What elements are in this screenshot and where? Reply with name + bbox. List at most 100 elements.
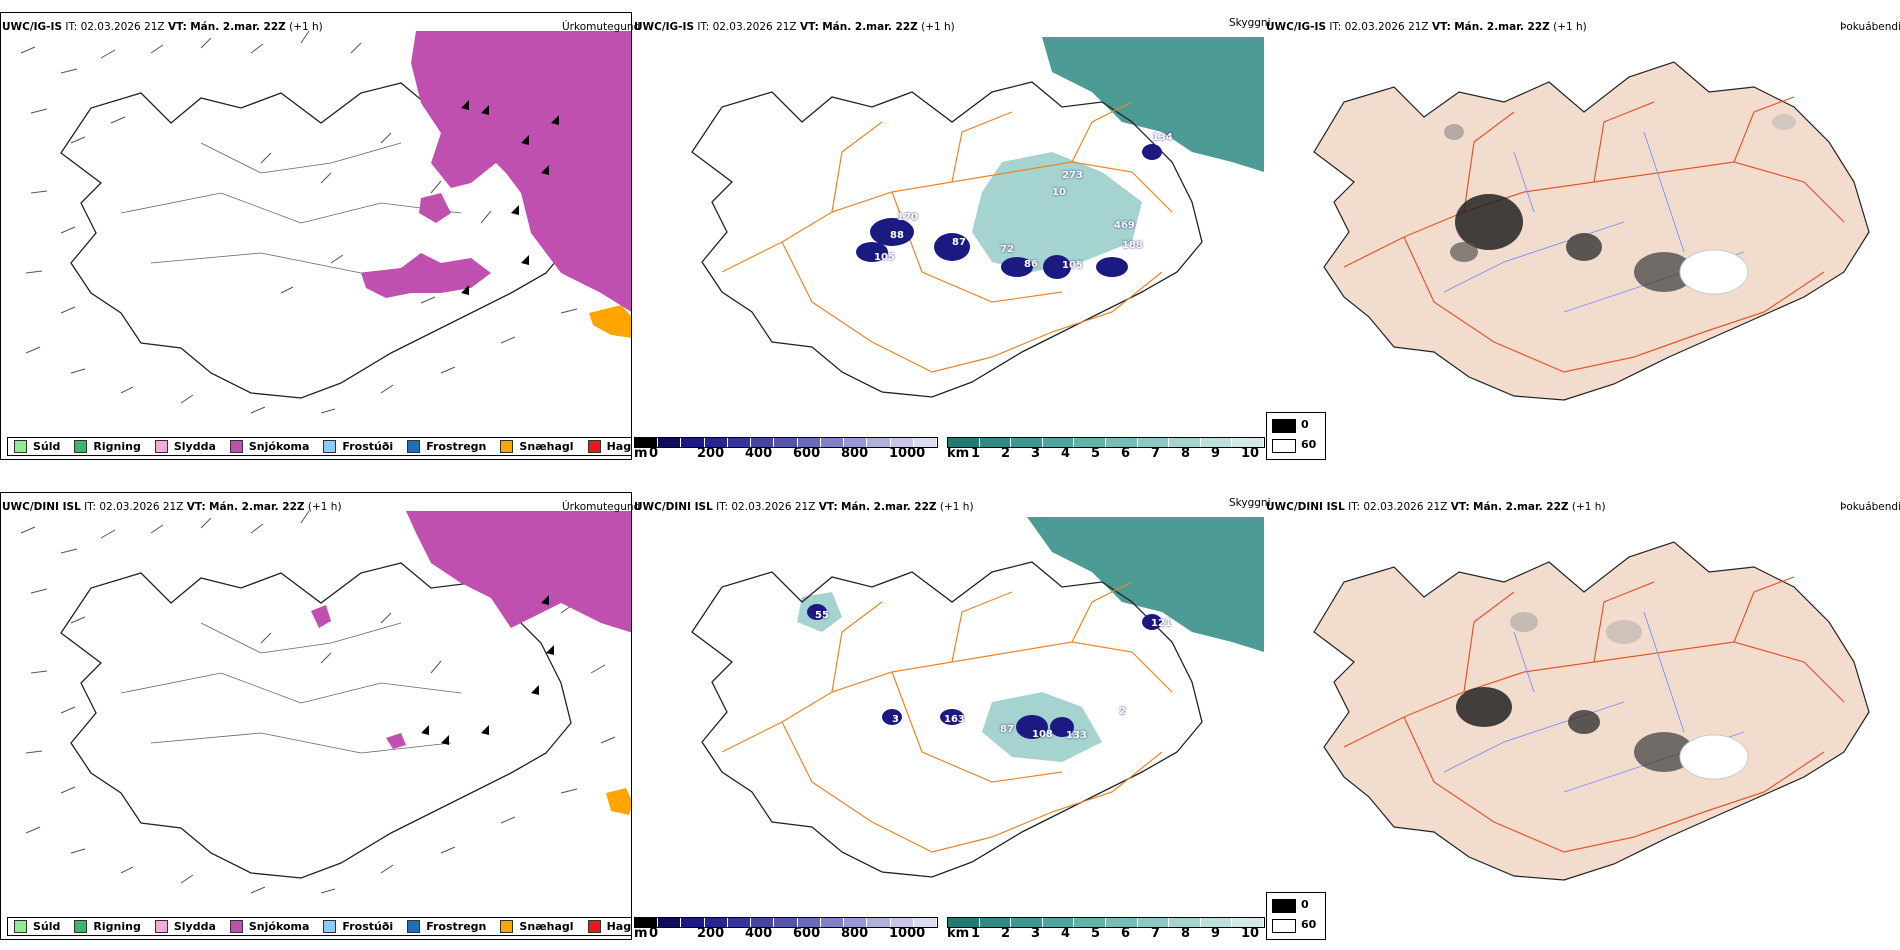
colorbar-unit: m [634,926,648,941]
colorbar-segment [774,438,798,447]
colorbar-segment [1042,918,1075,927]
iceland-land [1313,541,1870,881]
colorbar-unit: km [947,446,970,461]
snow-pellets-area [606,788,631,815]
colorbar-tick: 200 [697,446,725,461]
panel-title-visibility-row1: Skyggni [1229,17,1271,29]
iceland-outline [60,82,572,399]
fog-map-graphic [1313,541,1870,881]
legend-label: Súld [33,440,61,453]
colorbar-segment [751,918,775,927]
legend-item: Frostregn [407,440,486,453]
colorbar-tick: 9 [1211,446,1221,461]
precip-type-map-row2: Súld Rigning Slydda Snjókoma Frostúði Frostre… [0,492,632,940]
colorbar-segment [1074,918,1106,927]
colorbar-segment [1105,918,1138,927]
legend-item: Snjókoma [229,440,309,453]
colorbar-segment [727,438,752,447]
colorbar-tick: 8 [1181,926,1191,941]
precip-type-map-row1: Súld Rigning Slydda Snjókoma Frostúði Frostre… [0,12,632,460]
legend-item: Snjókoma [229,920,309,933]
wind-barbs [20,510,616,894]
panel-title-fog-row2: Þokuábendi [1840,501,1900,513]
precip-legend: Súld Rigning Slydda Snjókoma Frostúði Frostre… [7,917,632,936]
snow-area-ne [411,31,631,312]
fog-roads [1343,576,1845,853]
colorbar-tick: 4 [1061,926,1071,941]
colorbar-segment [820,918,845,927]
colorbar-segment [681,438,705,447]
iceland-outline [60,562,572,879]
precip-map-graphic [20,510,631,894]
legend-item: Snæhagl [500,920,574,933]
colorbar-segment [704,438,728,447]
visibility-colorbar-row1 [947,437,1265,448]
legend-label: Haglél [606,440,632,453]
panel-title-precip-row2: Úrkomutegund [562,501,641,513]
ceiling-ticks-row2: m 0 200 400 600 800 1000 [634,926,954,942]
fog-swatch [1272,899,1296,913]
colorbar-segment [890,438,914,447]
legend-item: Slydda [154,440,216,453]
legend-label: Snæhagl [519,440,574,453]
colorbar-segment [1011,438,1043,447]
legend-label: Rigning [93,920,141,933]
colorbar-segment [635,918,659,927]
iceland-outline [691,561,1203,878]
colorbar-segment [1200,438,1233,447]
colorbar-segment [948,918,980,927]
colorbar-segment [1232,438,1264,447]
fog-roads [1343,96,1845,373]
legend-item: Rigning [74,920,141,933]
colorbar-segment [704,918,728,927]
colorbar-tick: 400 [745,926,773,941]
colorbar-segment [1105,438,1138,447]
colorbar-tick: 6 [1121,926,1131,941]
legend-label: Snæhagl [519,920,574,933]
colorbar-segment [913,918,938,927]
visibility-map-row1 [632,12,1264,460]
legend-swatch [154,440,168,453]
colorbar-tick: 1 [971,446,981,461]
colorbar-segment [1137,438,1170,447]
fog-swatch [1272,439,1296,453]
panel-title-fog-row1: Þokuábendi [1840,21,1900,33]
colorbar-segment [867,438,891,447]
legend-label: Haglél [606,920,632,933]
colorbar-tick: 400 [745,446,773,461]
colorbar-tick: 1 [971,926,981,941]
legend-swatch [500,920,514,933]
legend-swatch [229,440,243,453]
colorbar-segment [1169,438,1201,447]
colorbar-segment [1169,918,1201,927]
panel-title-visibility-row2: Skyggni [1229,497,1271,509]
header-row1-p3: UWC/IG-IS IT: 02.03.2026 21Z VT: Mán. 2.… [1266,21,1587,33]
colorbar-tick: 800 [841,446,869,461]
roads [721,101,1173,373]
legend-label: Súld [33,920,61,933]
colorbar-segment [867,918,891,927]
colorbar-segment [1137,918,1170,927]
panel-title-precip-row1: Úrkomutegund [562,21,641,33]
snow-area-central [361,253,491,298]
snow-area-ne [406,511,631,633]
colorbar-segment [1232,918,1264,927]
legend-swatch [587,440,601,453]
colorbar-tick: 6 [1121,446,1131,461]
colorbar-segment [681,918,705,927]
cloud-ceiling-blobs [856,144,1162,279]
colorbar-tick: 800 [841,926,869,941]
colorbar-tick: 3 [1031,446,1041,461]
colorbar-tick: 2 [1001,446,1011,461]
colorbar-tick: 7 [1151,446,1161,461]
legend-label: Rigning [93,440,141,453]
colorbar-segment [658,438,682,447]
colorbar-segment [1074,438,1106,447]
legend-item: Rigning [74,440,141,453]
legend-swatch [74,440,88,453]
colorbar-tick: 3 [1031,926,1041,941]
colorbar-segment [1011,918,1043,927]
legend-item: Haglél [587,920,632,933]
snow-pellets-area [589,305,631,338]
colorbar-tick: 9 [1211,926,1221,941]
